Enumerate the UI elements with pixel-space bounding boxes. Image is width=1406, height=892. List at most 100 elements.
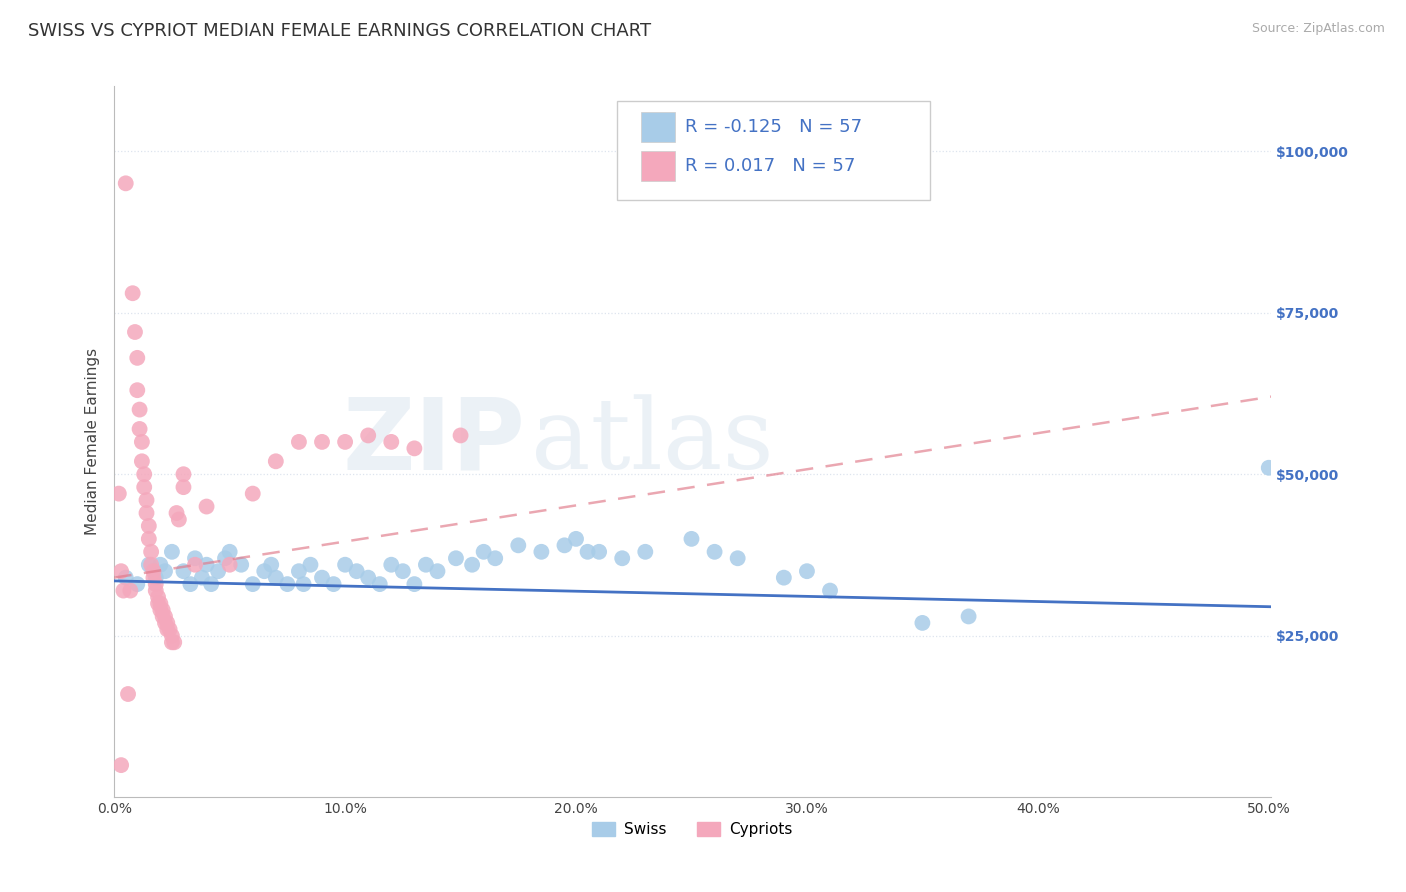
- Point: [124, 325, 146, 339]
- Point: [253, 564, 276, 578]
- Point: [145, 577, 167, 591]
- Point: [484, 551, 506, 566]
- Point: [172, 480, 194, 494]
- Point: [108, 486, 131, 500]
- Point: [142, 571, 165, 585]
- Point: [1257, 460, 1279, 475]
- FancyBboxPatch shape: [641, 152, 675, 181]
- Point: [138, 519, 160, 533]
- Point: [172, 467, 194, 482]
- Point: [138, 558, 160, 572]
- Point: [163, 635, 186, 649]
- Point: [333, 558, 356, 572]
- Point: [146, 590, 169, 604]
- Point: [195, 500, 218, 514]
- Text: SWISS VS CYPRIOT MEDIAN FEMALE EARNINGS CORRELATION CHART: SWISS VS CYPRIOT MEDIAN FEMALE EARNINGS …: [28, 22, 651, 40]
- Point: [152, 603, 174, 617]
- Point: [444, 551, 467, 566]
- Point: [311, 571, 333, 585]
- Point: [576, 545, 599, 559]
- Point: [727, 551, 749, 566]
- Point: [565, 532, 588, 546]
- Point: [450, 428, 472, 442]
- Point: [127, 577, 149, 591]
- Point: [472, 545, 495, 559]
- Point: [131, 454, 153, 468]
- Legend: Swiss, Cypriots: Swiss, Cypriots: [586, 816, 799, 843]
- Point: [112, 583, 135, 598]
- Point: [160, 545, 183, 559]
- Point: [153, 615, 176, 630]
- Point: [128, 402, 150, 417]
- Point: [156, 623, 179, 637]
- Point: [276, 577, 298, 591]
- Point: [110, 564, 132, 578]
- Point: [172, 564, 194, 578]
- Point: [114, 571, 136, 585]
- Point: [149, 603, 172, 617]
- Point: [135, 493, 157, 508]
- Point: [127, 351, 149, 365]
- Point: [184, 551, 207, 566]
- Point: [142, 564, 165, 578]
- Point: [160, 635, 183, 649]
- Point: [260, 558, 283, 572]
- Point: [110, 758, 132, 772]
- Point: [380, 558, 402, 572]
- Point: [138, 532, 160, 546]
- Point: [404, 442, 426, 456]
- Point: [299, 558, 322, 572]
- Point: [160, 629, 183, 643]
- Point: [311, 434, 333, 449]
- FancyBboxPatch shape: [617, 101, 929, 200]
- Point: [380, 434, 402, 449]
- Point: [167, 512, 190, 526]
- Point: [288, 564, 311, 578]
- Text: atlas: atlas: [530, 394, 773, 490]
- Point: [117, 687, 139, 701]
- Point: [553, 538, 575, 552]
- Point: [288, 434, 311, 449]
- Point: [242, 577, 264, 591]
- Point: [415, 558, 437, 572]
- Point: [149, 597, 172, 611]
- Point: [191, 571, 214, 585]
- Text: R = -0.125   N = 57: R = -0.125 N = 57: [685, 119, 862, 136]
- Point: [681, 532, 703, 546]
- Y-axis label: Median Female Earnings: Median Female Earnings: [86, 349, 100, 535]
- Point: [184, 558, 207, 572]
- Point: [357, 428, 380, 442]
- Point: [146, 597, 169, 611]
- Point: [114, 177, 136, 191]
- Point: [134, 480, 156, 494]
- Point: [156, 615, 179, 630]
- Point: [773, 571, 796, 585]
- FancyBboxPatch shape: [641, 112, 675, 142]
- Point: [131, 434, 153, 449]
- Point: [166, 506, 188, 520]
- Point: [145, 571, 167, 585]
- Point: [242, 486, 264, 500]
- Point: [200, 577, 222, 591]
- Point: [195, 558, 218, 572]
- Point: [957, 609, 980, 624]
- Point: [333, 434, 356, 449]
- Point: [214, 551, 236, 566]
- Point: [357, 571, 380, 585]
- Point: [139, 545, 162, 559]
- Text: ZIP: ZIP: [342, 393, 524, 491]
- Point: [121, 286, 143, 301]
- Point: [218, 545, 240, 559]
- Point: [264, 454, 287, 468]
- Point: [152, 609, 174, 624]
- Point: [134, 467, 156, 482]
- Point: [207, 564, 229, 578]
- Point: [461, 558, 484, 572]
- Point: [796, 564, 818, 578]
- Point: [153, 564, 176, 578]
- Point: [346, 564, 368, 578]
- Point: [588, 545, 610, 559]
- Point: [392, 564, 415, 578]
- Point: [530, 545, 553, 559]
- Point: [218, 558, 240, 572]
